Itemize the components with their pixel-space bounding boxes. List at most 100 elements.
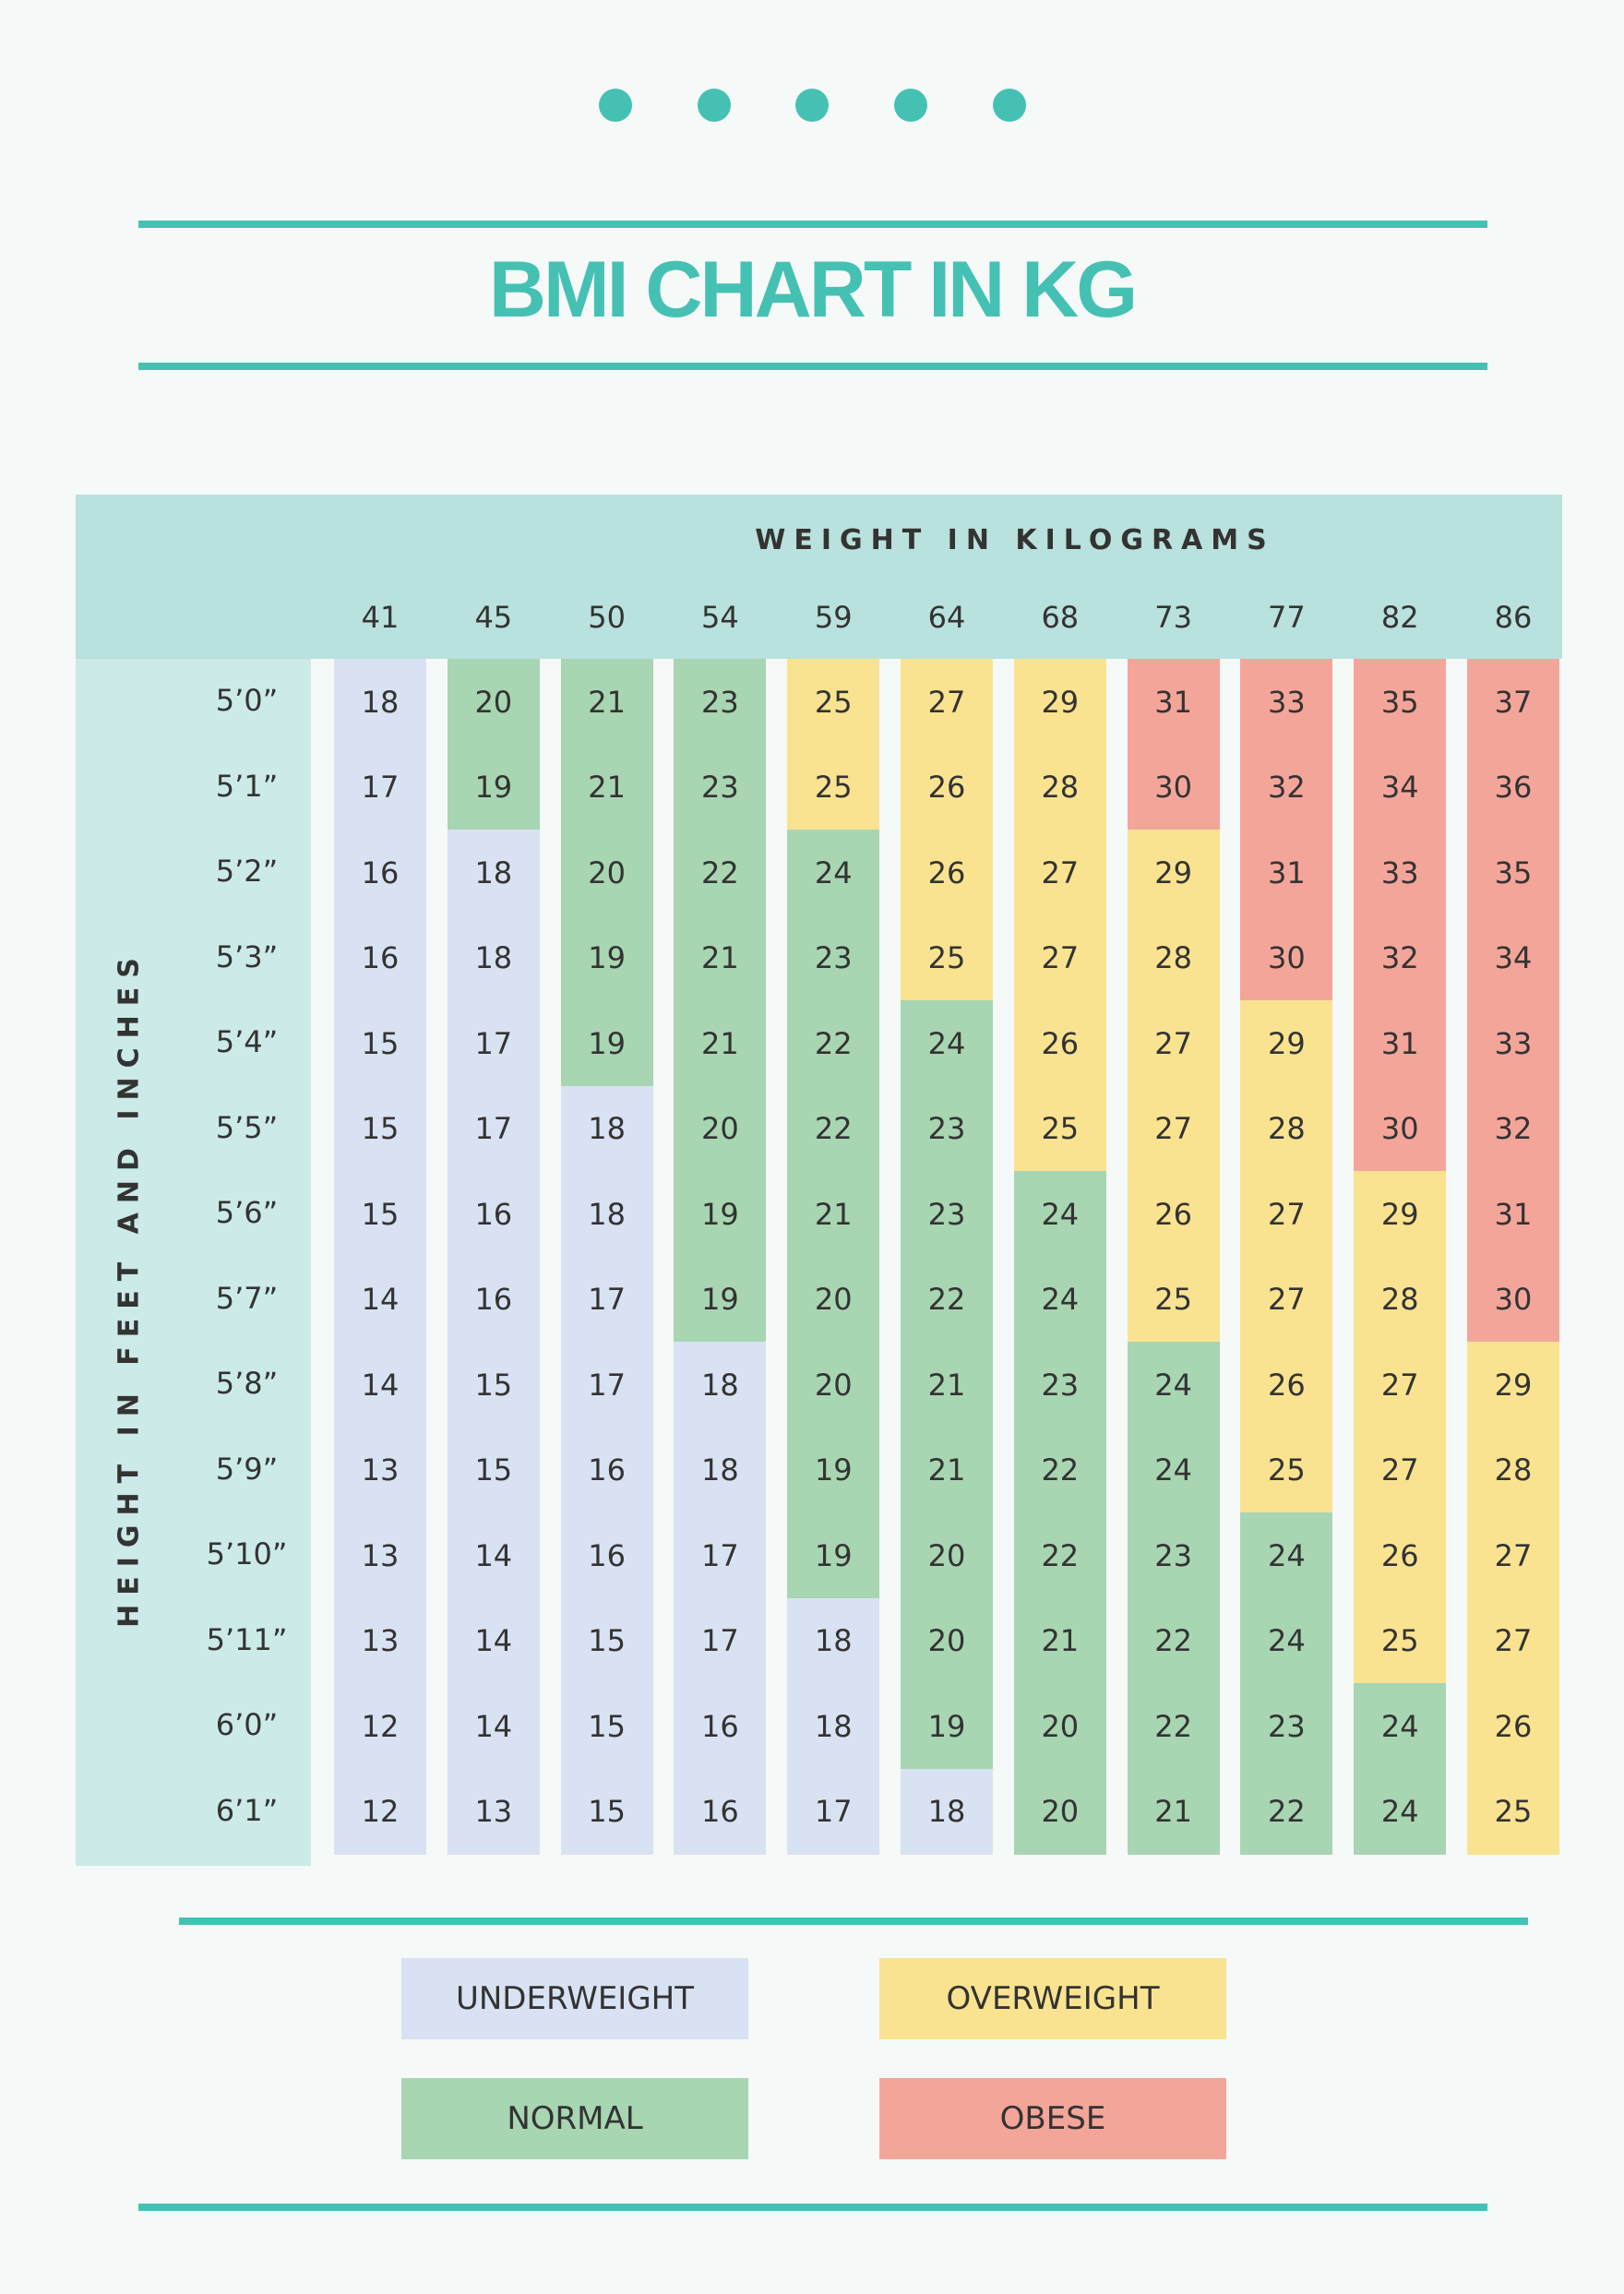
bmi-cell-normal: 22 — [1013, 1512, 1106, 1598]
weight-tick-label: 64 — [927, 600, 966, 635]
bmi-cell-underweight: 15 — [447, 1427, 540, 1513]
bmi-cell-underweight: 14 — [334, 1256, 426, 1343]
bmi-cell-overweight: 27 — [901, 659, 993, 745]
bmi-cell-underweight: 12 — [334, 1768, 426, 1855]
bmi-cell-underweight: 15 — [560, 1683, 653, 1769]
bmi-cell-overweight: 26 — [1127, 1171, 1220, 1257]
bmi-cell-normal: 20 — [447, 659, 540, 745]
bmi-cell-normal: 23 — [1240, 1683, 1333, 1769]
bmi-cell-normal: 23 — [1127, 1512, 1220, 1598]
bmi-cell-overweight: 25 — [1467, 1768, 1559, 1855]
height-tick-label: 5’1” — [215, 768, 279, 804]
bmi-cell-obese: 36 — [1467, 744, 1559, 830]
bmi-cell-normal: 23 — [674, 744, 767, 830]
bmi-cell-overweight: 26 — [901, 744, 993, 830]
bmi-cell-overweight: 29 — [1467, 1342, 1559, 1428]
divider — [138, 363, 1487, 370]
weight-tick-label: 50 — [588, 600, 626, 635]
bmi-cell-underweight: 14 — [334, 1342, 426, 1428]
height-tick-label: 5’5” — [215, 1109, 279, 1145]
bmi-cell-overweight: 27 — [1240, 1171, 1333, 1257]
bmi-cell-normal: 19 — [674, 1256, 767, 1343]
bmi-cell-normal: 19 — [787, 1427, 880, 1513]
bmi-cell-underweight: 15 — [560, 1768, 653, 1855]
bmi-cell-normal: 19 — [674, 1171, 767, 1257]
bmi-cell-underweight: 14 — [447, 1683, 540, 1769]
height-tick-label: 6’1” — [215, 1792, 279, 1828]
bmi-cell-normal: 22 — [674, 830, 767, 915]
bmi-cell-underweight: 18 — [560, 1171, 653, 1257]
bmi-cell-normal: 20 — [560, 830, 653, 915]
bmi-cell-overweight: 25 — [787, 744, 880, 830]
bmi-cell-underweight: 13 — [447, 1768, 540, 1855]
bmi-cell-normal: 24 — [1240, 1597, 1333, 1684]
bmi-cell-overweight: 27 — [1354, 1427, 1447, 1513]
bmi-cell-obese: 35 — [1467, 830, 1559, 915]
bmi-cell-normal: 21 — [1127, 1768, 1220, 1855]
bmi-cell-underweight: 17 — [674, 1512, 767, 1598]
bmi-cell-obese: 30 — [1240, 914, 1333, 1001]
bmi-cell-underweight: 15 — [560, 1597, 653, 1684]
weight-tick-label: 77 — [1268, 600, 1306, 635]
bmi-cell-normal: 20 — [1013, 1768, 1106, 1855]
weight-tick-label: 54 — [701, 600, 739, 635]
legend-underweight: UNDERWEIGHT — [401, 1958, 748, 2039]
bmi-cell-overweight: 25 — [1240, 1427, 1333, 1513]
height-tick-label: 5’10” — [206, 1536, 288, 1571]
bmi-cell-normal: 22 — [1127, 1597, 1220, 1684]
bmi-cell-underweight: 16 — [447, 1256, 540, 1343]
bmi-cell-underweight: 16 — [560, 1512, 653, 1598]
bmi-cell-normal: 21 — [787, 1171, 880, 1257]
height-tick-label: 5’0” — [215, 683, 279, 718]
bmi-cell-overweight: 28 — [1127, 914, 1220, 1001]
bmi-cell-underweight: 17 — [674, 1597, 767, 1684]
bmi-cell-overweight: 29 — [1013, 659, 1106, 745]
bmi-cell-normal: 24 — [1127, 1427, 1220, 1513]
height-tick-label: 5’3” — [215, 938, 279, 974]
bmi-cell-underweight: 16 — [560, 1427, 653, 1513]
height-tick-label: 5’7” — [215, 1280, 279, 1316]
bmi-cell-normal: 22 — [787, 1085, 880, 1172]
bmi-cell-normal: 24 — [1354, 1683, 1447, 1769]
bmi-cell-normal: 24 — [1013, 1171, 1106, 1257]
bmi-cell-normal: 20 — [674, 1085, 767, 1172]
bmi-cell-normal: 22 — [1240, 1768, 1333, 1855]
bmi-cell-underweight: 18 — [674, 1342, 767, 1428]
bmi-cell-underweight: 17 — [560, 1256, 653, 1343]
bmi-cell-obese: 31 — [1467, 1171, 1559, 1257]
height-tick-label: 5’6” — [215, 1195, 279, 1230]
bmi-cell-normal: 21 — [901, 1342, 993, 1428]
bmi-cell-normal: 22 — [1127, 1683, 1220, 1769]
bmi-cell-overweight: 27 — [1127, 1085, 1220, 1172]
divider — [138, 2204, 1487, 2211]
bmi-cell-normal: 19 — [560, 914, 653, 1001]
bmi-cell-underweight: 17 — [787, 1768, 880, 1855]
bmi-cell-underweight: 15 — [334, 1085, 426, 1172]
height-tick-label: 5’9” — [215, 1451, 279, 1487]
page-title: BMI CHART IN KG — [488, 245, 1138, 334]
bmi-cell-underweight: 18 — [447, 914, 540, 1001]
weight-tick-label: 73 — [1154, 600, 1192, 635]
bmi-cell-normal: 21 — [560, 744, 653, 830]
bmi-cell-underweight: 18 — [560, 1085, 653, 1172]
bmi-cell-underweight: 17 — [560, 1342, 653, 1428]
bmi-cell-overweight: 27 — [1467, 1512, 1559, 1598]
weight-header — [76, 495, 1562, 659]
bmi-cell-underweight: 18 — [447, 830, 540, 915]
bmi-cell-normal: 20 — [787, 1256, 880, 1343]
x-axis-label: WEIGHT IN KILOGRAMS — [755, 524, 1275, 556]
y-axis-label: HEIGHT IN FEET AND INCHES — [113, 949, 146, 1628]
bmi-cell-obese: 32 — [1240, 744, 1333, 830]
bmi-cell-overweight: 25 — [1013, 1085, 1106, 1172]
legend-normal: NORMAL — [401, 2078, 748, 2159]
height-tick-label: 5’8” — [215, 1366, 279, 1401]
bmi-cell-underweight: 15 — [447, 1342, 540, 1428]
bmi-cell-overweight: 29 — [1240, 1000, 1333, 1086]
bmi-cell-normal: 24 — [1127, 1342, 1220, 1428]
bmi-cell-obese: 30 — [1467, 1256, 1559, 1343]
divider — [138, 221, 1487, 228]
weight-tick-label: 68 — [1041, 600, 1080, 635]
decorative-dot — [698, 89, 731, 122]
bmi-cell-underweight: 17 — [447, 1000, 540, 1086]
bmi-cell-normal: 23 — [901, 1171, 993, 1257]
